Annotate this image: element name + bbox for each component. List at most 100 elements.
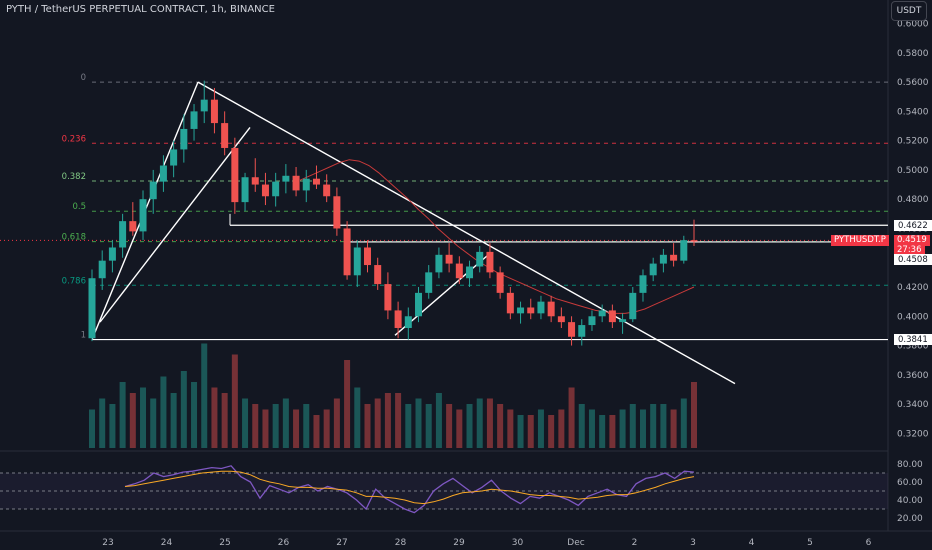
volume-bar [129,393,136,448]
price-axis-tick: 0.3400 [897,400,929,410]
last-price-value: 0.4519 [897,234,927,245]
volume-bar [170,393,177,448]
rsi-axis-tick: 40.00 [897,496,923,506]
price-axis-tick: 0.4000 [897,312,929,322]
candle-body [282,175,290,182]
volume-bar [476,398,483,448]
candle-body [241,177,249,203]
price-axis-tick: 0.3800 [897,342,929,352]
candle-body [384,284,392,311]
candle-body [415,292,423,317]
volume-bar [313,415,320,448]
candle-body [231,147,239,203]
candle-body [435,254,443,273]
channel-line [99,127,251,323]
price-label-1: 0.4508 [894,254,932,266]
symbol-price-tag: PYTHUSDT.P [831,234,889,246]
candle-body [108,247,116,261]
candle-body [261,184,269,197]
candle-body [598,310,606,317]
candle-body [333,196,341,229]
time-axis-tick: 4 [749,538,755,548]
volume-bar [119,382,126,448]
time-axis-tick: Dec [567,538,584,548]
volume-bar [691,382,697,448]
volume-bar [262,409,269,448]
candle-body [272,181,280,197]
candle-body [527,307,535,314]
candle-body [445,254,453,264]
candle-body [302,178,310,191]
volume-bar [303,404,310,448]
rsi-axis-tick: 60.00 [897,478,923,488]
volume-bar [150,398,157,448]
price-label-2: 0.3841 [894,334,932,346]
volume-bar [160,376,167,448]
volume-bar [354,387,361,448]
candle-body [476,251,484,267]
time-axis-tick: 2 [632,538,638,548]
volume-bar [660,404,667,448]
volume-bar [527,415,534,448]
volume-bar [293,409,300,448]
time-axis-tick: 23 [102,538,113,548]
price-axis-tick: 0.3600 [897,371,929,381]
price-axis-tick: 0.5200 [897,137,929,147]
volume-bar [588,409,595,448]
volume-bar [180,371,187,448]
price-axis-tick: 0.3200 [897,429,929,439]
volume-bar [140,387,147,448]
volume-bar [425,404,432,448]
fib-level-label: 0.618 [62,233,86,243]
candle-body [323,184,331,197]
time-axis-tick: 26 [278,538,290,548]
candle-body [159,165,167,182]
price-axis-tick: 0.5800 [897,49,929,59]
volume-bar [344,360,351,448]
candle-body [486,251,494,273]
candle-body [190,111,198,129]
volume-bar [558,409,565,448]
candle-body [353,247,361,276]
volume-bar [599,415,606,448]
volume-bar [109,404,116,448]
volume-bar [191,382,198,448]
currency-button[interactable]: USDT [891,1,927,21]
countdown-value: 27:36 [897,244,922,255]
candle-body [496,272,504,293]
candle-body [180,128,188,150]
candle-body [557,316,565,323]
candle-body [170,149,178,166]
volume-bar [405,404,412,448]
volume-bar [486,398,493,448]
volume-bar [384,393,391,448]
volume-bar [415,398,422,448]
candle-body [149,181,157,200]
time-axis-tick: 5 [807,538,813,548]
candle-body [578,325,586,337]
candle-body [404,316,412,328]
last-price-box: 0.4519 [894,234,930,246]
candle-body [649,263,657,276]
price-axis-tick: 0.4800 [897,195,929,205]
volume-bar [466,404,473,448]
candle-body [312,178,320,185]
candle-body [629,292,637,320]
volume-bar [395,393,402,448]
fib-level-label: 1 [81,331,86,341]
volume-bar [456,409,463,448]
volume-bar [323,409,330,448]
candle-body [200,99,208,112]
volume-bar [333,398,340,448]
candle-body [537,301,545,314]
volume-bar [374,398,381,448]
volume-bar [548,415,555,448]
candle-body [619,319,627,323]
volume-bar [578,404,585,448]
time-axis-tick: 27 [336,538,347,548]
volume-bar [435,393,442,448]
volume-bar [507,409,514,448]
volume-bar [99,398,106,448]
